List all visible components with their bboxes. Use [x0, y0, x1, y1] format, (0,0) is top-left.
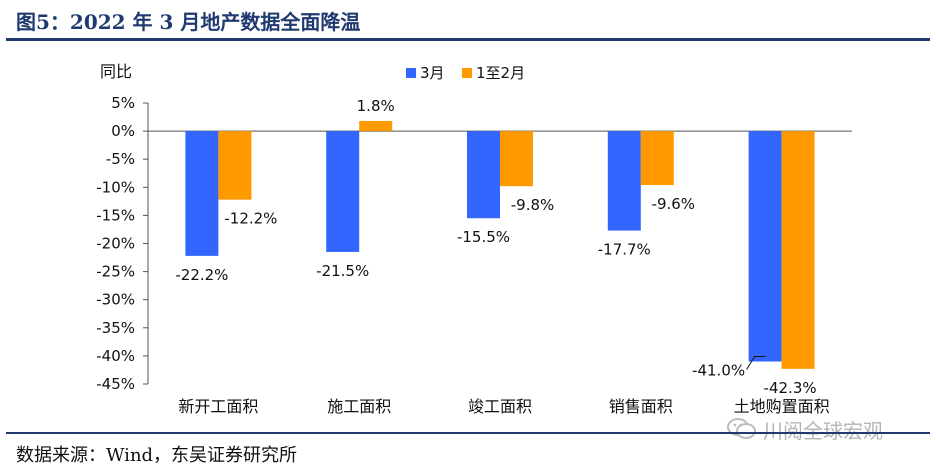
figure-title: 图5：2022 年 3 月地产数据全面降温: [16, 10, 361, 34]
legend: 3月 1至2月: [406, 64, 525, 82]
bar: [640, 131, 674, 186]
top-rule: [6, 38, 930, 41]
y-tick-label: -5%: [106, 150, 135, 168]
watermark: 川阅全球宏观: [727, 415, 883, 443]
source-note: 数据来源：Wind，东吴证券研究所: [16, 445, 298, 466]
bar-chart: 同比 3月 1至2月 5% 0% -5% -10% -15% -20% -25% -30% -35…: [96, 62, 852, 416]
data-label: -12.2%: [224, 210, 277, 228]
y-tick-label: -45%: [96, 375, 135, 393]
y-tick-label: -15%: [96, 206, 135, 224]
data-label: -15.5%: [457, 228, 510, 246]
bars: [185, 120, 815, 369]
data-label: 1.8%: [357, 97, 395, 115]
y-axis-label: 同比: [100, 62, 132, 81]
legend-label: 3月: [420, 64, 445, 82]
data-label: -9.8%: [511, 196, 555, 214]
y-tick-label: -25%: [96, 263, 135, 281]
bar: [607, 131, 641, 231]
x-tick-label: 土地购置面积: [734, 397, 830, 416]
legend-swatch: [406, 68, 416, 78]
data-label: -21.5%: [316, 262, 369, 280]
x-tick-label: 新开工面积: [178, 397, 258, 416]
x-tick-label: 销售面积: [609, 397, 673, 416]
y-tick-label: -30%: [96, 291, 135, 309]
data-label: -41.0%: [692, 362, 745, 380]
y-tick-label: -35%: [96, 319, 135, 337]
bar: [781, 131, 815, 369]
y-tick-label: -20%: [96, 235, 135, 253]
x-tick-label: 竣工面积: [468, 397, 532, 416]
bottom-rule: [6, 432, 930, 434]
y-tick-label: -40%: [96, 347, 135, 365]
watermark-text: 川阅全球宏观: [763, 418, 883, 443]
data-label: -9.6%: [652, 195, 696, 213]
y-tick-label: 5%: [111, 94, 135, 112]
bar: [467, 131, 500, 219]
data-labels: -22.2% -12.2% -21.5% 1.8% -15.5%-9.8% -17.7% -…: [175, 97, 816, 397]
y-tick-label: -10%: [96, 178, 135, 196]
data-label: -42.3%: [764, 379, 817, 397]
bar: [359, 120, 393, 132]
y-axis: 5% 0% -5% -10% -15% -20% -25% -30% -35% -40% -45%: [96, 94, 852, 393]
leader-line: [746, 356, 766, 370]
bar: [185, 131, 219, 256]
data-label: -22.2%: [175, 266, 228, 284]
bar: [326, 131, 360, 252]
figure-header: 图5：2022 年 3 月地产数据全面降温: [6, 2, 930, 38]
x-axis-labels: 新开工面积 施工面积 竣工面积 销售面积 土地购置面积: [178, 397, 829, 416]
legend-label: 1至2月: [476, 64, 525, 82]
bar: [218, 131, 252, 200]
bar: [500, 131, 533, 187]
data-label: -17.7%: [598, 241, 651, 259]
wechat-icon: [727, 418, 756, 439]
chart-area: 同比 3月 1至2月 5% 0% -5% -10% -15% -20% -25% -30% -35…: [0, 41, 936, 433]
x-tick-label: 施工面积: [327, 397, 391, 416]
y-tick-label: 0%: [111, 122, 135, 140]
legend-swatch: [462, 68, 472, 78]
bar: [748, 131, 782, 362]
